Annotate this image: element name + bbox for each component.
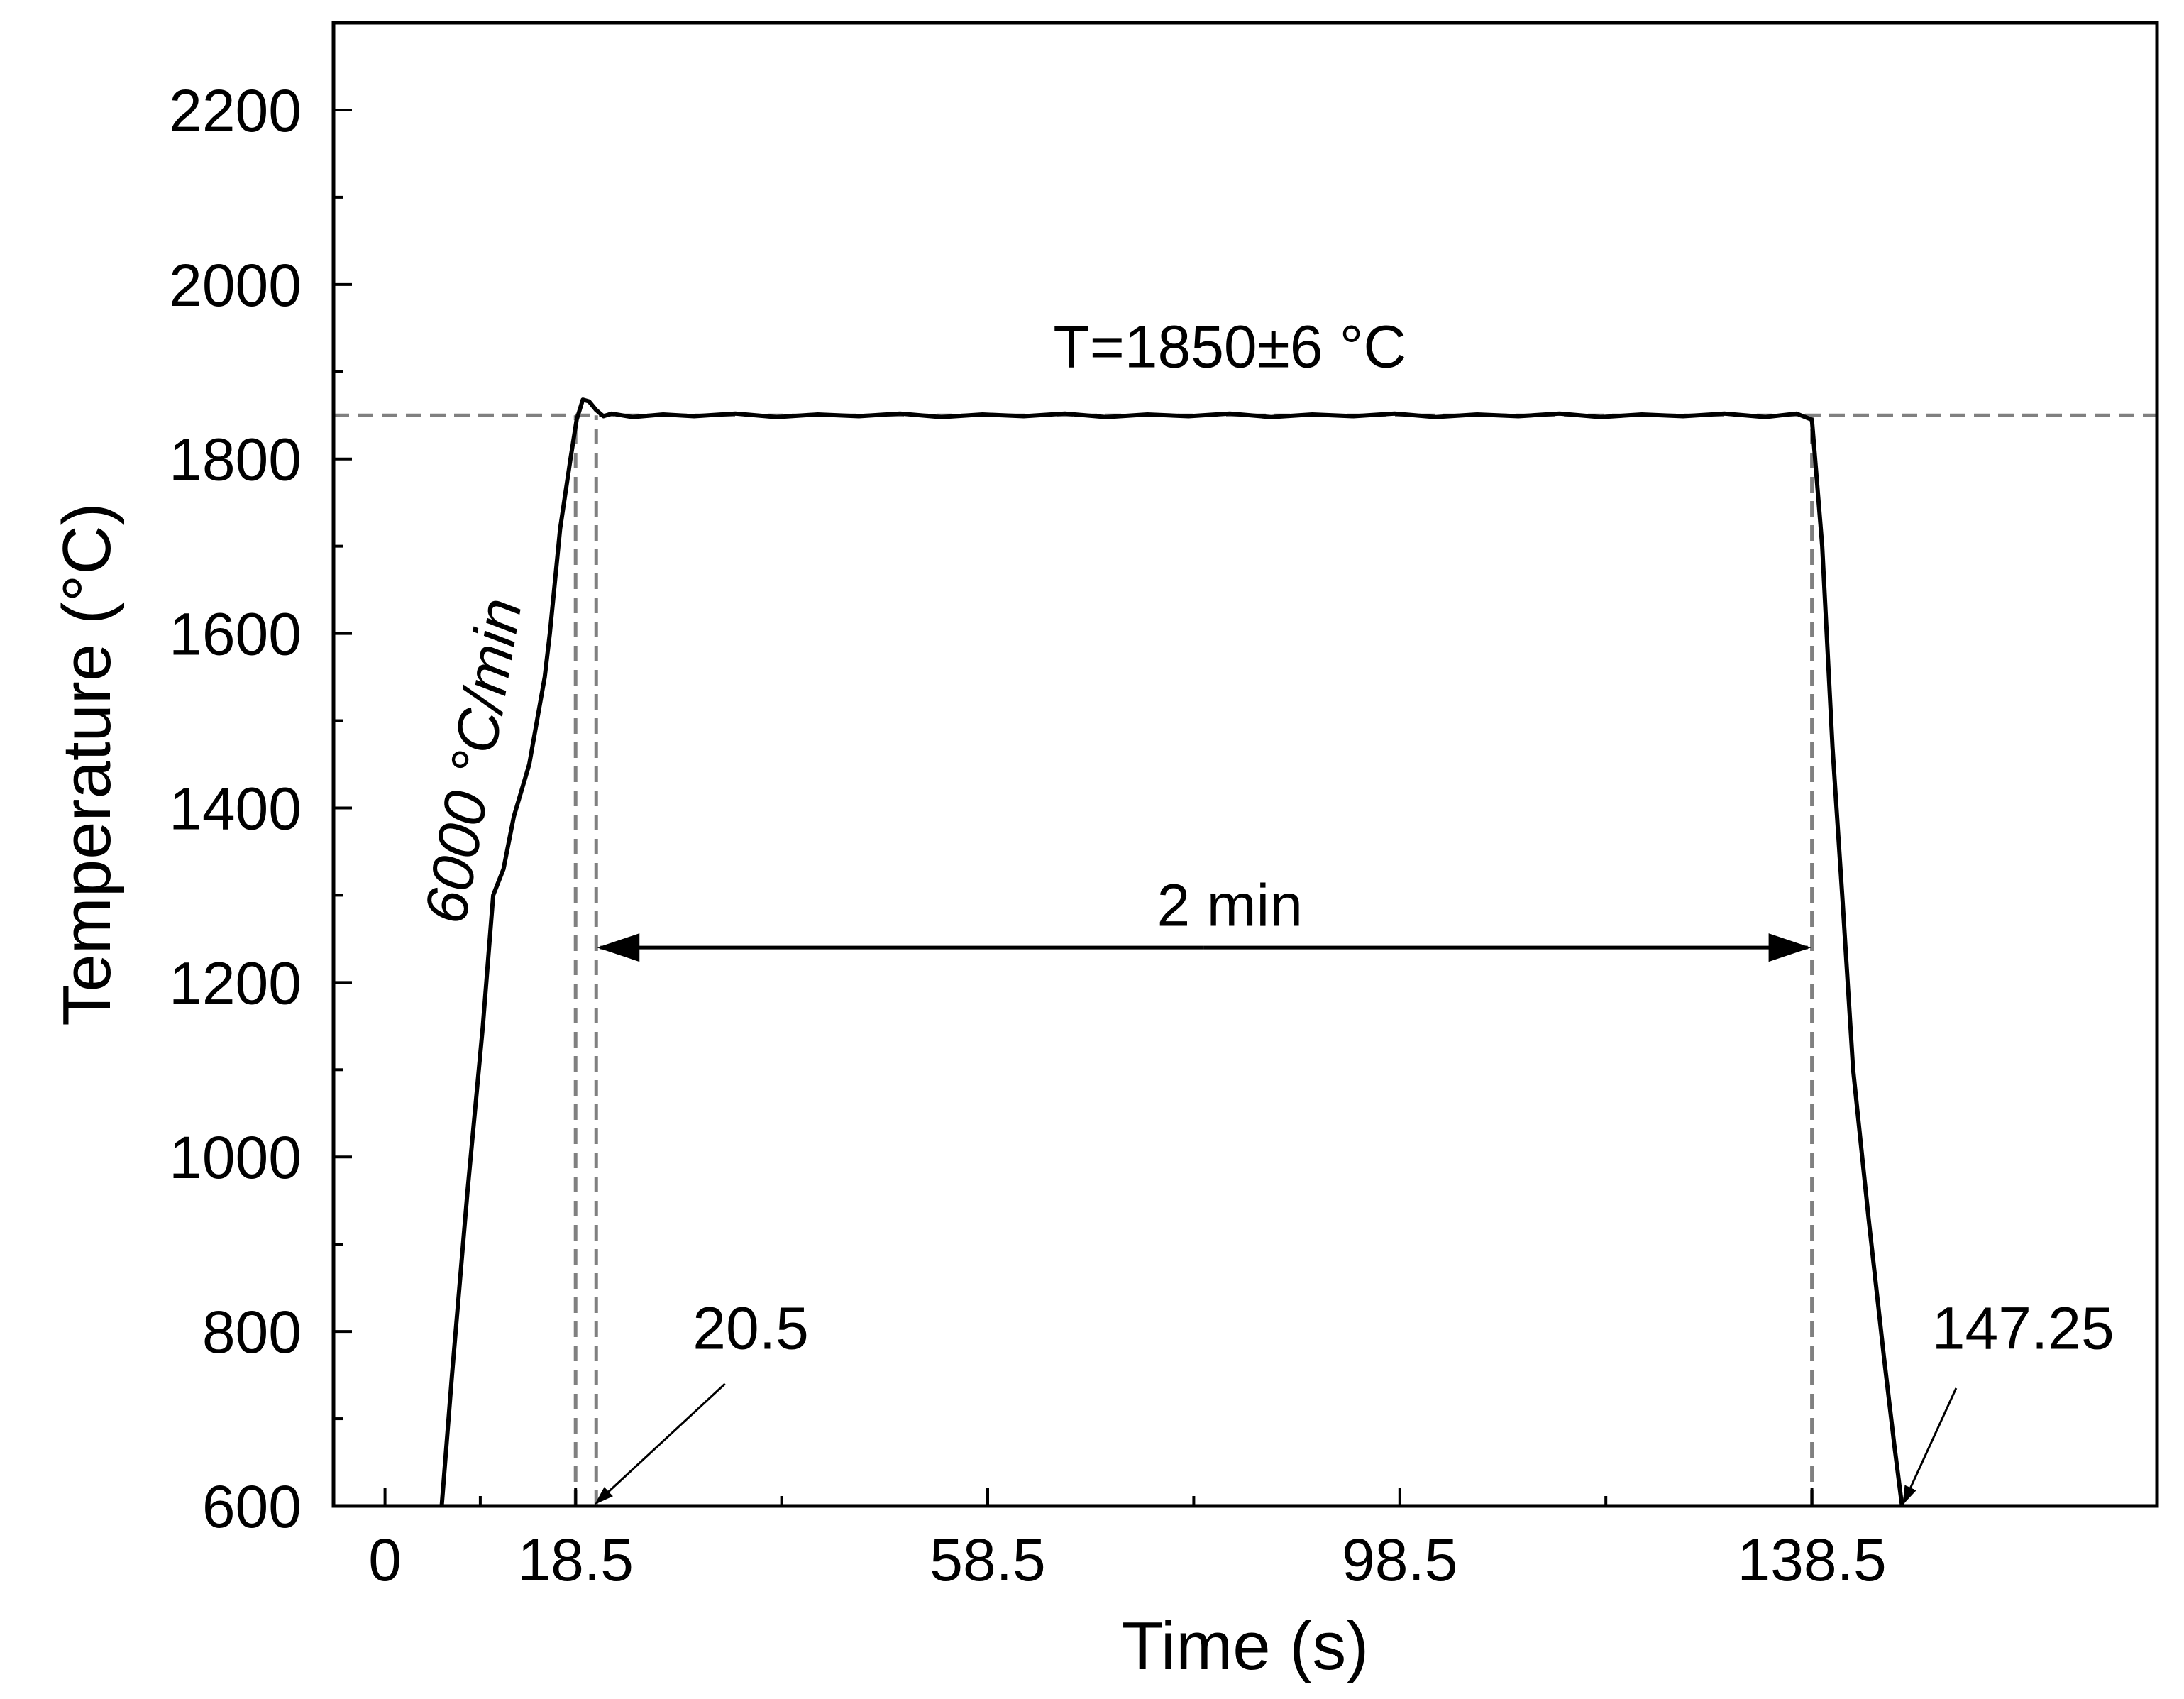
- x-tick-label: 58.5: [930, 1527, 1046, 1593]
- y-tick-label: 800: [202, 1299, 302, 1365]
- y-tick-label: 2000: [169, 252, 302, 319]
- plot-frame: [331, 21, 2159, 1508]
- start-time-annotation: 20.5: [693, 1295, 809, 1362]
- start-time-arrow: [595, 1382, 726, 1505]
- series-layer: [439, 397, 1904, 1507]
- x-tick-label: 138.5: [1737, 1527, 1886, 1593]
- x-tick-label: 98.5: [1342, 1527, 1458, 1593]
- x-tick-label: 18.5: [517, 1527, 634, 1593]
- y-tick-label: 600: [202, 1473, 302, 1540]
- y-tick-label: 1600: [169, 601, 302, 668]
- y-tick-label: 1800: [169, 427, 302, 493]
- y-axis-title: Temperature (°C): [49, 502, 125, 1026]
- y-tick-label: 1400: [169, 775, 302, 842]
- annotation-arrows: [595, 933, 1958, 1505]
- heating-rate-annotation: 6000 °C/min: [412, 593, 534, 928]
- end-time-annotation: 147.25: [1932, 1295, 2114, 1362]
- axis-ticks: 0 18.5 58.5 98.5 138.5 600 800 1000 1200 1400 1600…: [169, 21, 1887, 1593]
- x-axis-title: Time (s): [1122, 1608, 1369, 1684]
- y-tick-label: 1000: [169, 1124, 302, 1191]
- y-tick-label: 1200: [169, 950, 302, 1016]
- temperature-annotation: T=1850±6 °C: [1053, 314, 1406, 380]
- series-line-0: [439, 397, 1904, 1507]
- x-tick-label: 0: [368, 1527, 402, 1593]
- end-time-arrow: [1902, 1387, 1958, 1505]
- y-tick-label: 2200: [169, 77, 302, 144]
- duration-annotation: 2 min: [1157, 872, 1303, 938]
